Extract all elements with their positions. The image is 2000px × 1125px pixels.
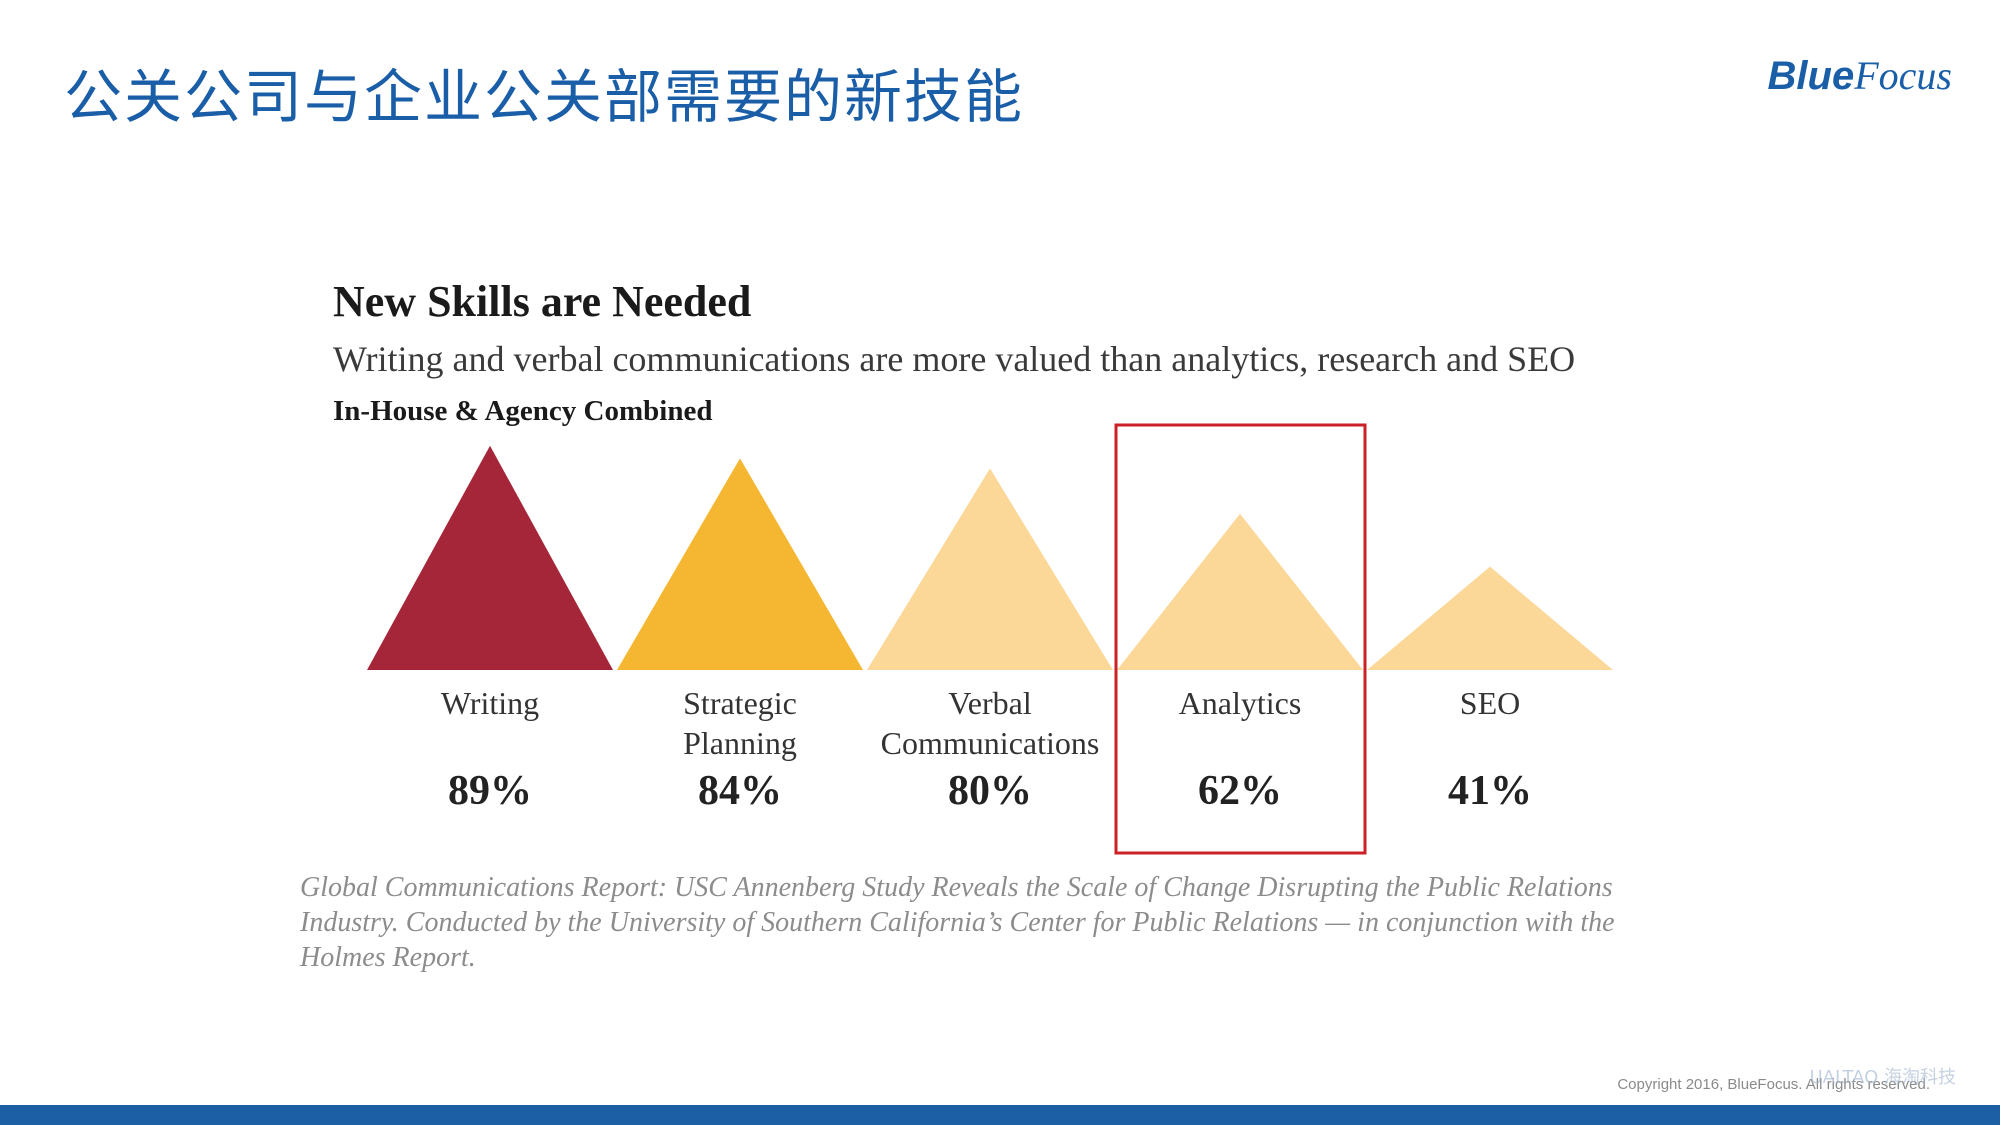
- category-label-0-0: Writing: [441, 685, 539, 721]
- copyright-text: Copyright 2016, BlueFocus. All rights re…: [1617, 1076, 1930, 1093]
- triangle-bar-2: [867, 468, 1113, 670]
- category-label-2-0: Verbal: [948, 685, 1032, 721]
- category-label-1-1: Planning: [683, 725, 797, 761]
- value-label-0: 89%: [448, 768, 532, 814]
- value-label-2: 80%: [948, 768, 1032, 814]
- triangle-bar-4: [1367, 566, 1613, 670]
- chart-title: New Skills are Needed: [333, 277, 752, 326]
- chart-subtitle: Writing and verbal communications are mo…: [333, 339, 1576, 379]
- category-label-1-0: Strategic: [683, 685, 797, 721]
- bottom-bar: [0, 1105, 2000, 1125]
- highlight-box: [1114, 423, 1367, 855]
- value-label-3: 62%: [1198, 768, 1282, 814]
- triangle-bar-3: [1117, 513, 1363, 670]
- watermark: UALTAO 海淘科技: [1809, 1067, 1956, 1088]
- chart-group-label: In-House & Agency Combined: [333, 395, 713, 427]
- logo-focus-text: Focus: [1854, 53, 1952, 98]
- category-label-3-0: Analytics: [1179, 685, 1302, 721]
- value-label-4: 41%: [1448, 768, 1532, 814]
- triangle-bar-1: [617, 458, 863, 670]
- slide-title: 公关公司与企业公关部需要的新技能: [64, 63, 1025, 131]
- value-label-1: 84%: [698, 768, 782, 814]
- source-note: Global Communications Report: USC Annenb…: [300, 872, 1615, 973]
- bluefocus-logo: BlueFocus: [1768, 52, 1952, 99]
- category-label-2-1: Communications: [881, 725, 1100, 761]
- logo-blue-text: Blue: [1767, 54, 1855, 98]
- triangle-bar-0: [367, 445, 613, 670]
- category-label-4-0: SEO: [1460, 685, 1520, 721]
